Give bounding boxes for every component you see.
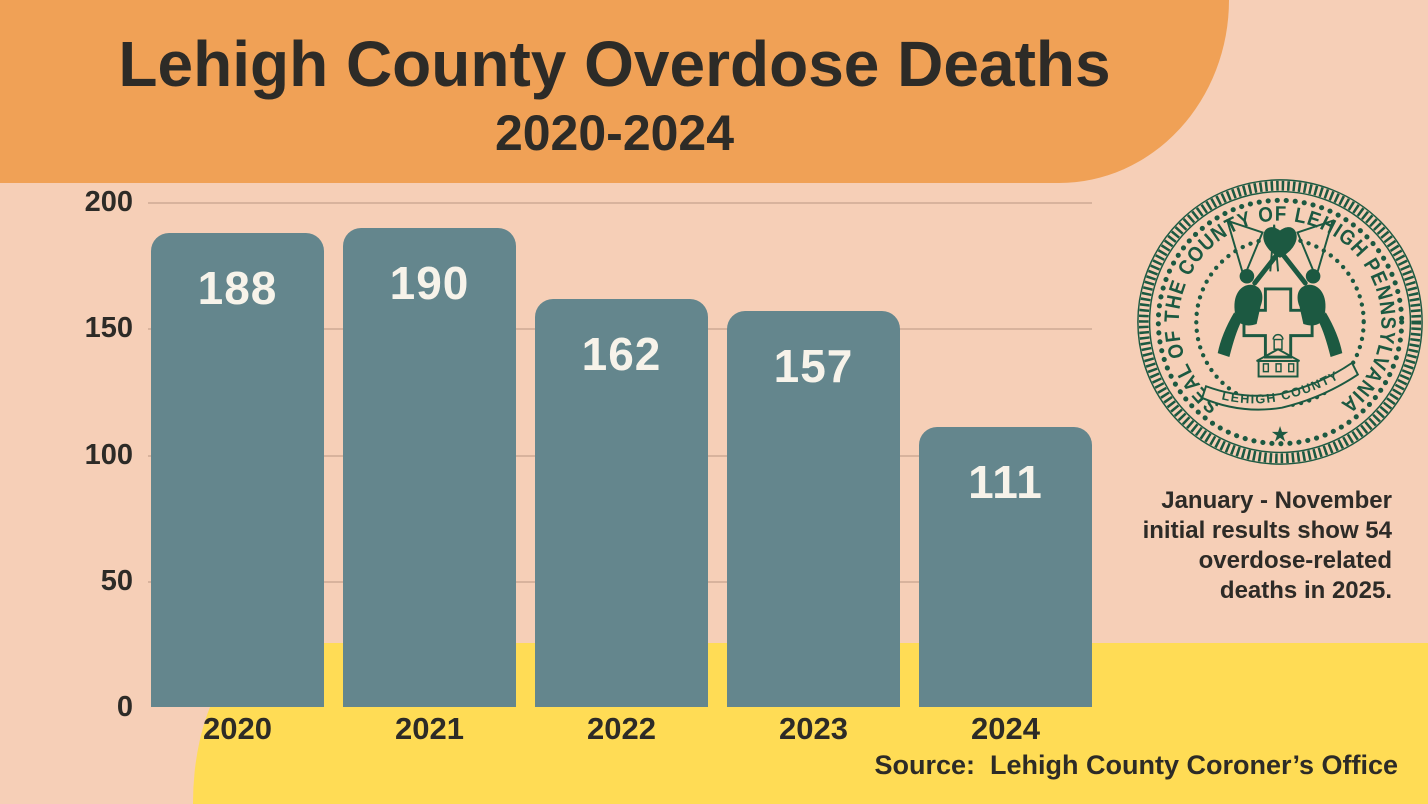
y-tick-200: 200 xyxy=(84,186,133,218)
y-tick-150: 150 xyxy=(84,312,133,345)
note-line: January - November xyxy=(1161,487,1392,514)
y-tick-0: 0 xyxy=(116,691,133,723)
bar-value-2024: 111 xyxy=(968,456,1043,509)
x-label-2024: 2024 xyxy=(971,711,1040,746)
x-label-2021: 2021 xyxy=(395,711,464,746)
y-tick-50: 50 xyxy=(100,564,133,597)
bar-2021: 190 xyxy=(343,228,516,707)
bar-value-2022: 162 xyxy=(581,327,662,380)
header-banner: Lehigh County Overdose Deaths 2020-2024 xyxy=(0,0,1229,183)
note-line: initial results show 54 xyxy=(1142,517,1392,544)
y-tick-100: 100 xyxy=(84,438,133,471)
bar-2022: 162 xyxy=(535,298,708,707)
source-attribution: Source: Lehigh County Coroner’s Office xyxy=(874,750,1398,780)
note-line: overdose-related xyxy=(1198,547,1392,574)
bar-value-2021: 190 xyxy=(389,257,470,310)
page-subtitle: 2020-2024 xyxy=(494,105,735,161)
lehigh-county-seal-icon: SEAL OF THE COUNTY OF LEHIGH PENNSYLVANI… xyxy=(1137,179,1423,465)
page-title: Lehigh County Overdose Deaths xyxy=(118,28,1111,100)
seal-star-icon: ★ xyxy=(1272,424,1289,445)
gridline-200 xyxy=(148,202,1092,204)
x-label-2022: 2022 xyxy=(587,711,656,746)
bar-value-2020: 188 xyxy=(197,262,278,315)
bar-2023: 157 xyxy=(727,311,900,707)
x-label-2020: 2020 xyxy=(203,711,272,746)
bar-2024: 111 xyxy=(919,427,1092,707)
x-label-2023: 2023 xyxy=(779,711,848,746)
bar-2020: 188 xyxy=(151,233,324,707)
note-line: deaths in 2025. xyxy=(1219,577,1392,604)
bar-value-2023: 157 xyxy=(773,340,854,393)
note-2025-results: January - November initial results show … xyxy=(1082,486,1392,606)
